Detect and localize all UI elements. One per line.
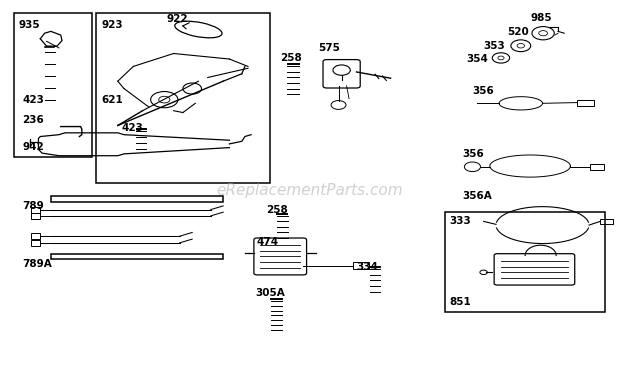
Text: 474: 474 <box>256 237 278 247</box>
Bar <box>31 213 40 219</box>
Text: 356: 356 <box>462 149 484 159</box>
Text: 258: 258 <box>267 205 288 215</box>
Bar <box>445 212 604 312</box>
Text: 575: 575 <box>318 43 340 53</box>
Bar <box>14 13 92 157</box>
Text: 333: 333 <box>450 216 471 226</box>
Text: 305A: 305A <box>255 288 285 298</box>
Bar <box>31 207 40 213</box>
Text: 423: 423 <box>22 95 44 105</box>
Text: 985: 985 <box>531 13 552 23</box>
Text: 942: 942 <box>22 142 44 152</box>
Text: eReplacementParts.com: eReplacementParts.com <box>216 183 404 197</box>
Text: 353: 353 <box>484 41 505 51</box>
Text: 789A: 789A <box>22 259 52 269</box>
Text: 621: 621 <box>101 95 123 105</box>
Text: 236: 236 <box>22 115 44 125</box>
Text: 258: 258 <box>280 54 302 63</box>
Bar <box>31 240 40 246</box>
Text: 423: 423 <box>122 123 143 133</box>
Bar <box>96 13 270 183</box>
Bar <box>590 164 604 170</box>
Bar <box>51 254 223 259</box>
Text: 520: 520 <box>507 27 529 37</box>
Text: 923: 923 <box>101 20 123 30</box>
Bar <box>31 233 40 239</box>
Text: 789: 789 <box>22 201 44 211</box>
Text: 356: 356 <box>472 86 494 96</box>
Text: 334: 334 <box>356 262 378 272</box>
Bar <box>353 262 369 269</box>
Bar <box>51 196 223 202</box>
Text: 356A: 356A <box>462 191 492 201</box>
Text: 935: 935 <box>19 20 40 30</box>
Text: 354: 354 <box>466 54 488 64</box>
Bar <box>577 100 594 106</box>
Text: 851: 851 <box>450 297 471 307</box>
Text: 922: 922 <box>166 14 188 24</box>
Bar <box>600 219 613 224</box>
